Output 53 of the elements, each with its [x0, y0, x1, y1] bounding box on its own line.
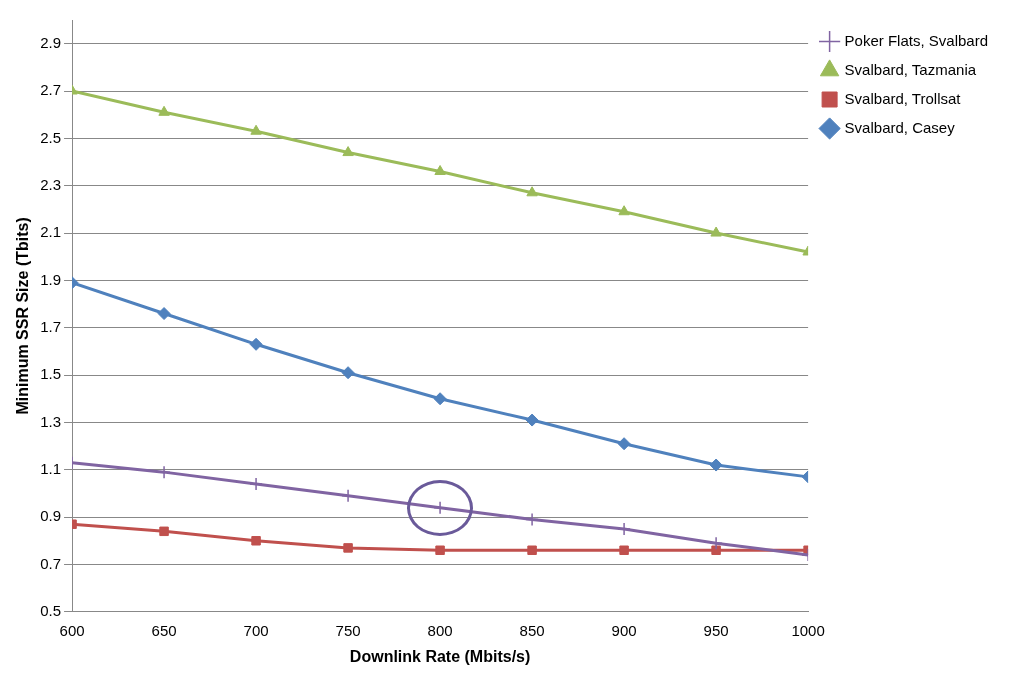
x-tick-label: 900 [611, 621, 637, 639]
point [249, 337, 263, 351]
y-tick-label: 2.3 [40, 175, 62, 193]
point [709, 458, 723, 472]
point [525, 413, 539, 427]
legend-label: Poker Flats, Svalbard [844, 31, 989, 49]
x-tick-label: 650 [151, 621, 177, 639]
x-tick-label: 700 [243, 621, 269, 639]
y-tick-label: 1.7 [40, 317, 62, 335]
x-tick-label: 750 [335, 621, 361, 639]
point [527, 545, 537, 555]
y-tick-label: 0.9 [40, 507, 62, 525]
y-tick-label: 2.1 [40, 223, 62, 241]
point [342, 146, 354, 157]
y-axis-title: Minimum SSR Size (Tbits) [14, 217, 32, 415]
point [618, 205, 630, 216]
point [341, 366, 355, 380]
y-tick-label: 1.5 [40, 365, 62, 383]
point [617, 437, 631, 451]
point [435, 545, 445, 555]
point [157, 307, 171, 321]
legend-label: Svalbard, Tazmania [844, 60, 977, 78]
point [434, 165, 446, 175]
x-tick-label: 850 [519, 621, 545, 639]
point [617, 522, 631, 536]
y-tick-label: 1.3 [40, 412, 62, 430]
x-tick-label: 950 [703, 621, 729, 639]
y-tick-label: 2.9 [40, 33, 62, 51]
x-tick-label: 800 [427, 621, 453, 639]
x-tick-label: 1000 [791, 621, 825, 639]
point [159, 526, 169, 537]
point [249, 477, 263, 491]
y-tick-label: 2.5 [40, 128, 62, 146]
y-tick-label: 0.5 [40, 601, 62, 619]
point [526, 186, 538, 197]
x-tick-label: 600 [59, 621, 85, 639]
point [158, 105, 170, 116]
point [250, 124, 262, 135]
point [433, 392, 447, 406]
point [711, 545, 721, 555]
y-tick-label: 2.7 [40, 81, 62, 99]
point [525, 512, 539, 527]
y-tick-label: 1.1 [40, 459, 62, 477]
y-tick-label: 1.9 [40, 270, 62, 288]
legend-label: Svalbard, Trollsat [844, 89, 962, 107]
point [709, 536, 723, 550]
legend-label: Svalbard, Casey [844, 118, 956, 136]
point [343, 543, 353, 553]
point [619, 545, 629, 555]
y-tick-label: 0.7 [40, 554, 62, 572]
point [710, 226, 722, 237]
point [251, 536, 261, 546]
x-axis-title: Downlink Rate (Mbits/s) [349, 647, 531, 665]
